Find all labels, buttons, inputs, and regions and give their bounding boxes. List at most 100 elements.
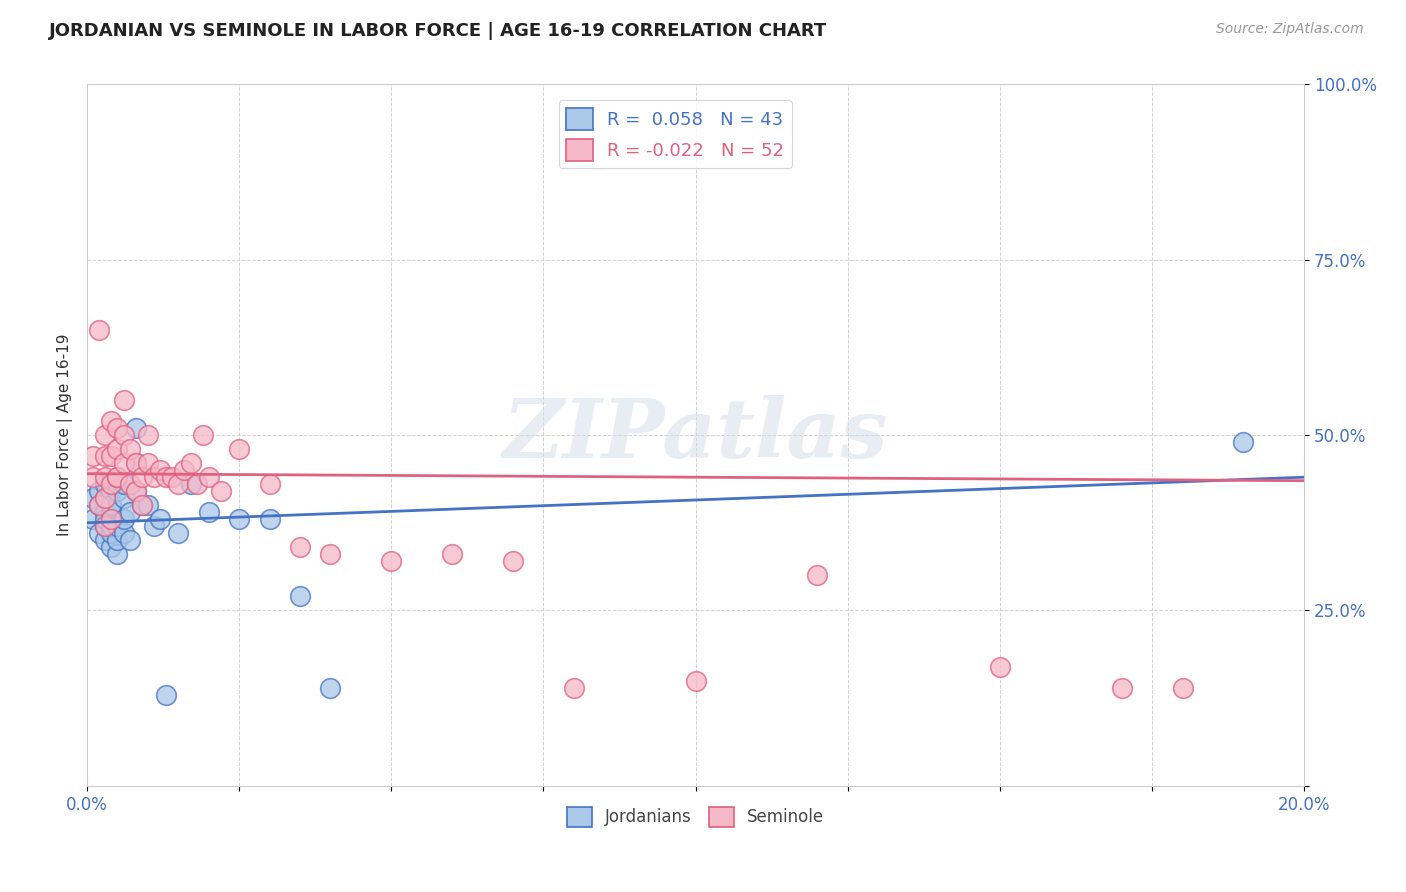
Point [180, 456, 202, 470]
Point [94, 477, 117, 491]
Point [112, 456, 135, 470]
Text: Source: ZipAtlas.com: Source: ZipAtlas.com [1216, 22, 1364, 37]
Point [288, 541, 311, 555]
Point [197, 470, 219, 484]
Point [94, 491, 117, 506]
Point [89, 526, 111, 541]
Point [136, 498, 159, 512]
Point [82, 491, 104, 506]
Point [149, 463, 172, 477]
Point [441, 547, 464, 561]
Point [806, 568, 828, 582]
Point [118, 477, 141, 491]
Point [228, 442, 250, 457]
Legend: Jordanians, Seminole: Jordanians, Seminole [561, 800, 831, 833]
Point [131, 498, 153, 512]
Point [288, 590, 311, 604]
Point [107, 470, 129, 484]
Point [155, 688, 177, 702]
Point [988, 659, 1011, 673]
Point [186, 477, 208, 491]
Point [89, 323, 111, 337]
Point [107, 533, 129, 548]
Text: JORDANIAN VS SEMINOLE IN LABOR FORCE | AGE 16-19 CORRELATION CHART: JORDANIAN VS SEMINOLE IN LABOR FORCE | A… [49, 22, 828, 40]
Point [82, 449, 104, 463]
Point [228, 512, 250, 526]
Point [143, 470, 166, 484]
Point [94, 519, 117, 533]
Point [94, 533, 117, 548]
Point [125, 456, 148, 470]
Point [112, 477, 135, 491]
Point [685, 673, 707, 688]
Point [259, 477, 281, 491]
Point [1171, 681, 1194, 695]
Point [136, 456, 159, 470]
Point [112, 428, 135, 442]
Point [112, 491, 135, 506]
Point [94, 505, 117, 519]
Point [100, 498, 122, 512]
Y-axis label: In Labor Force | Age 16-19: In Labor Force | Age 16-19 [58, 334, 73, 536]
Point [100, 512, 122, 526]
Point [136, 428, 159, 442]
Point [118, 505, 141, 519]
Point [562, 681, 585, 695]
Point [155, 470, 177, 484]
Point [259, 512, 281, 526]
Point [107, 519, 129, 533]
Point [100, 519, 122, 533]
Point [131, 498, 153, 512]
Point [112, 526, 135, 541]
Point [100, 484, 122, 499]
Point [100, 449, 122, 463]
Point [107, 484, 129, 499]
Point [107, 470, 129, 484]
Point [94, 491, 117, 506]
Point [162, 470, 184, 484]
Point [197, 505, 219, 519]
Point [180, 477, 202, 491]
Point [209, 484, 232, 499]
Point [82, 512, 104, 526]
Point [94, 449, 117, 463]
Point [94, 512, 117, 526]
Point [149, 512, 172, 526]
Point [167, 526, 190, 541]
Point [173, 463, 195, 477]
Point [319, 547, 342, 561]
Point [107, 421, 129, 435]
Point [100, 505, 122, 519]
Point [89, 498, 111, 512]
Point [100, 414, 122, 428]
Point [502, 554, 524, 568]
Point [125, 421, 148, 435]
Point [167, 477, 190, 491]
Point [131, 470, 153, 484]
Point [143, 519, 166, 533]
Point [191, 428, 214, 442]
Point [118, 533, 141, 548]
Point [319, 681, 342, 695]
Point [100, 477, 122, 491]
Point [118, 442, 141, 457]
Text: ZIPatlas: ZIPatlas [503, 395, 889, 475]
Point [94, 470, 117, 484]
Point [125, 484, 148, 499]
Point [100, 526, 122, 541]
Point [1232, 435, 1254, 450]
Point [125, 456, 148, 470]
Point [112, 512, 135, 526]
Point [89, 484, 111, 499]
Point [112, 392, 135, 407]
Point [125, 484, 148, 499]
Point [82, 470, 104, 484]
Point [100, 541, 122, 555]
Point [94, 428, 117, 442]
Point [1111, 681, 1133, 695]
Point [380, 554, 402, 568]
Point [107, 547, 129, 561]
Point [89, 498, 111, 512]
Point [107, 442, 129, 457]
Point [94, 519, 117, 533]
